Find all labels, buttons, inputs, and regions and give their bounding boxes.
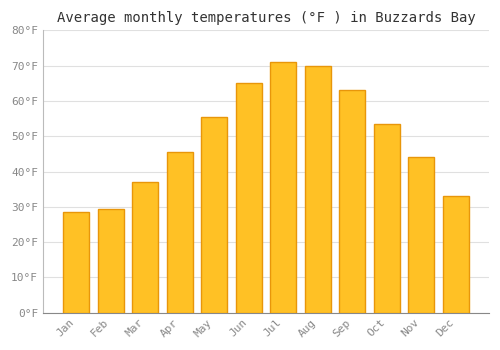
Bar [166, 152, 192, 313]
Bar [98, 209, 124, 313]
Bar [236, 83, 262, 313]
Bar [270, 62, 296, 313]
Bar [374, 124, 400, 313]
Bar [201, 117, 227, 313]
Bar [442, 196, 468, 313]
Title: Average monthly temperatures (°F ) in Buzzards Bay: Average monthly temperatures (°F ) in Bu… [56, 11, 476, 25]
Bar [132, 182, 158, 313]
Bar [63, 212, 89, 313]
Bar [408, 158, 434, 313]
Bar [304, 66, 330, 313]
Bar [339, 90, 365, 313]
